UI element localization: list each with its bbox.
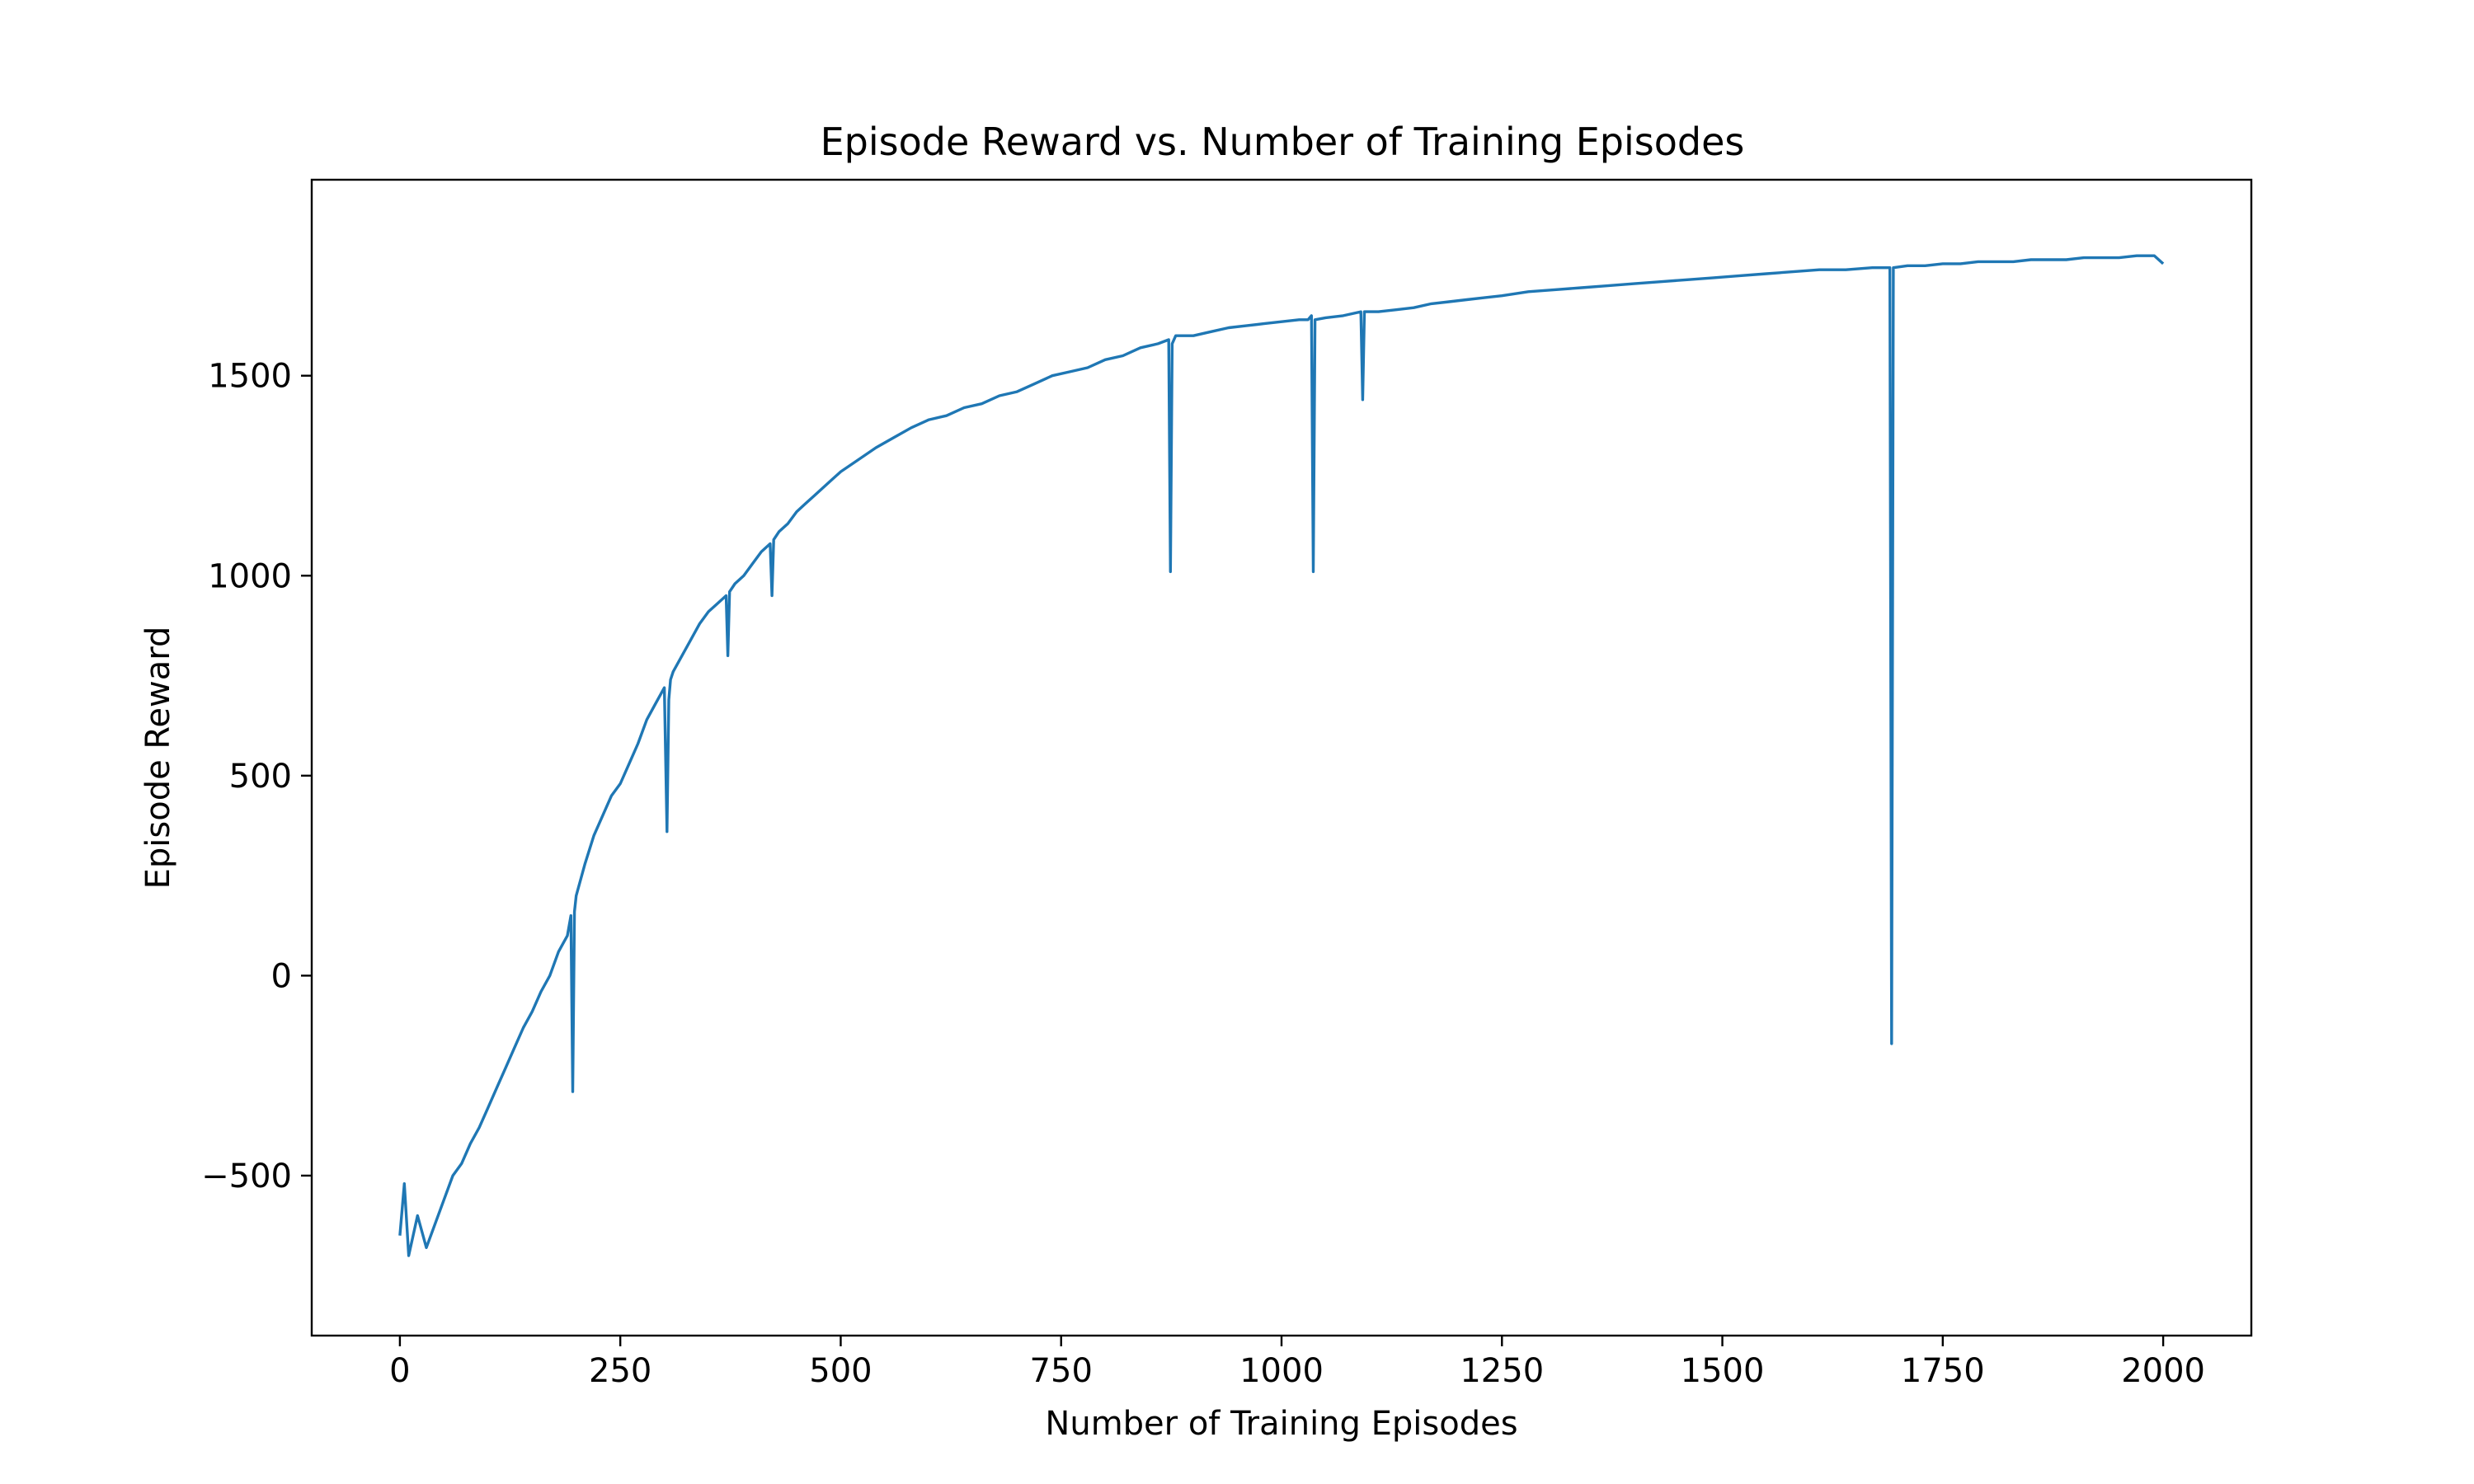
- x-axis-label: Number of Training Episodes: [1045, 1405, 1517, 1443]
- y-tick-label: −500: [201, 1158, 292, 1195]
- x-axis: 0 250 500 750 1000 1250 1500 1750 2000: [389, 1336, 2205, 1390]
- y-tick-label: 1000: [208, 557, 292, 595]
- x-tick-label: 500: [809, 1352, 872, 1390]
- series-line-0: [398, 254, 2165, 1257]
- x-tick-label: 1000: [1239, 1352, 1324, 1390]
- plot-area: [398, 254, 2165, 1257]
- x-tick-label: 750: [1030, 1352, 1093, 1390]
- y-tick-label: 1500: [208, 358, 292, 396]
- x-tick-label: 250: [589, 1352, 651, 1390]
- y-axis-label: Episode Reward: [139, 627, 177, 890]
- x-tick-label: 1750: [1901, 1352, 1985, 1390]
- y-tick-label: 0: [271, 957, 292, 995]
- y-axis: −500 0 500 1000 1500: [201, 358, 312, 1195]
- chart-title: Episode Reward vs. Number of Training Ep…: [821, 120, 1745, 164]
- x-tick-label: 2000: [2121, 1352, 2205, 1390]
- x-tick-label: 1250: [1460, 1352, 1544, 1390]
- x-tick-label: 1500: [1681, 1352, 1765, 1390]
- x-tick-label: 0: [389, 1352, 410, 1390]
- y-tick-label: 500: [229, 758, 292, 796]
